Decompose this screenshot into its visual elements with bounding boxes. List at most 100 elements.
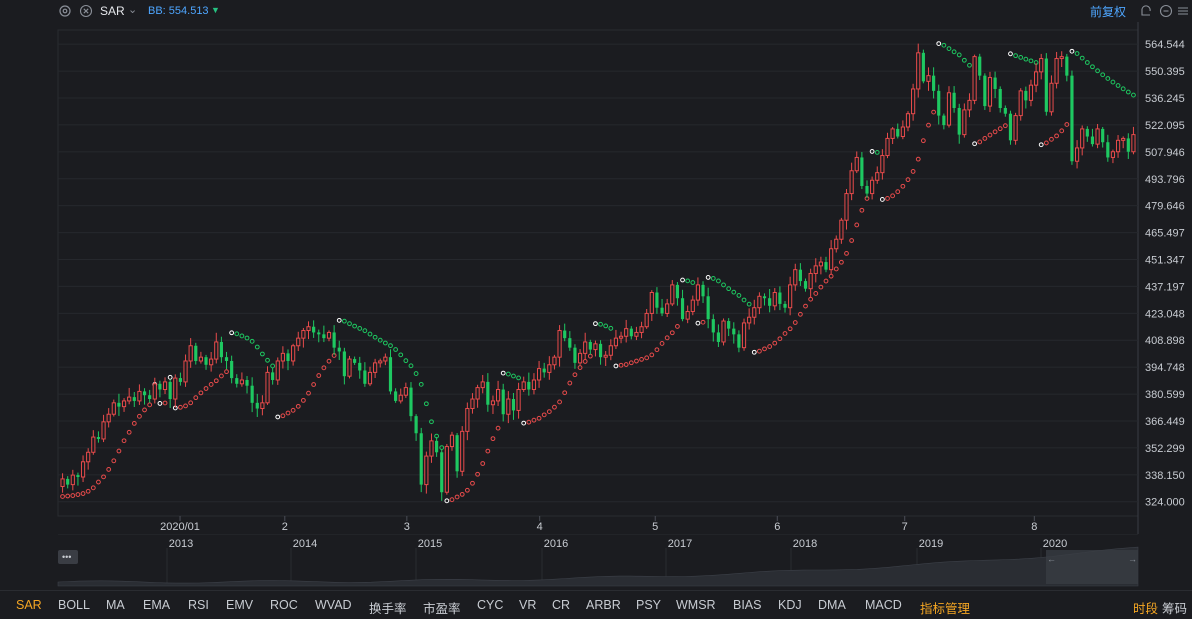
drag-dots-icon: ••• — [62, 552, 71, 562]
candle-down — [573, 347, 577, 363]
menu-icon[interactable] — [1176, 4, 1190, 18]
arrow-left-icon[interactable]: ← — [1047, 554, 1056, 564]
candle-up — [721, 320, 726, 343]
candle-up — [557, 330, 562, 358]
sar-dot — [306, 390, 311, 396]
tab-right-0[interactable]: 时段 — [1133, 602, 1159, 616]
candlestick-chart[interactable]: 564.544 550.395 536.245 522.095 507.946 493.7… — [0, 22, 1192, 534]
tab-cr[interactable]: CR — [552, 598, 571, 612]
sar-dot — [920, 138, 926, 144]
sar-dot — [808, 296, 814, 302]
candle-down — [737, 334, 741, 348]
sar-dot — [746, 301, 752, 307]
candle-down — [978, 56, 982, 76]
sar-dot — [977, 139, 983, 145]
candle-up — [106, 413, 111, 423]
sar-dot — [967, 62, 972, 68]
arrow-right-icon[interactable]: → — [1128, 554, 1137, 564]
candle-up — [962, 109, 967, 136]
tab-wvad[interactable]: WVAD — [315, 598, 352, 612]
candle-up — [890, 128, 895, 139]
candle-down — [655, 292, 659, 308]
sar-dot — [111, 458, 117, 464]
tab-roc[interactable]: ROC — [270, 598, 298, 612]
range-navigator[interactable]: 2013 2014 2015 2016 2017 2018 2019 2020 ••• ← → — [0, 534, 1192, 590]
tab-boll[interactable]: BOLL — [58, 598, 90, 612]
candle-up — [475, 387, 480, 400]
tab-right-1[interactable]: 筹码 — [1162, 602, 1188, 616]
tab-macd[interactable]: MACD — [865, 598, 902, 612]
sar-dot — [546, 409, 552, 415]
candle-up — [577, 352, 583, 364]
sar-dot — [664, 335, 670, 341]
sar-dot — [367, 331, 373, 337]
candle-up — [593, 343, 598, 351]
candle-down — [716, 332, 720, 342]
tab-cyc[interactable]: CYC — [477, 598, 504, 612]
settings-icon[interactable] — [58, 4, 72, 18]
sar-dot — [203, 386, 209, 391]
tab-sar[interactable]: SAR — [16, 598, 42, 612]
tab-换手率[interactable]: 换手率 — [369, 602, 407, 616]
candle-up — [531, 379, 537, 391]
candle-up — [521, 381, 526, 391]
tab-ema[interactable]: EMA — [143, 598, 171, 612]
navigator-year: 2014 — [293, 538, 317, 550]
candle-up — [373, 362, 378, 373]
tab-emv[interactable]: EMV — [226, 598, 254, 612]
navigator-selection[interactable] — [1046, 550, 1138, 584]
tab-指标管理[interactable]: 指标管理 — [920, 602, 971, 616]
undo-icon[interactable] — [1139, 4, 1153, 18]
tab-dma[interactable]: DMA — [818, 598, 846, 612]
tab-市盈率[interactable]: 市盈率 — [423, 602, 461, 616]
sar-dot — [634, 358, 639, 364]
candle-up — [465, 408, 470, 432]
sar-dot — [782, 331, 788, 336]
tab-wmsr[interactable]: WMSR — [676, 598, 716, 612]
sar-dot — [910, 169, 916, 174]
sar-dot — [649, 352, 655, 358]
sar-dot — [459, 491, 465, 497]
candle-down — [419, 433, 423, 485]
candle-up — [987, 77, 993, 107]
candle-up — [137, 390, 142, 402]
candle-up — [1018, 90, 1023, 117]
navigator-year: 2015 — [418, 538, 442, 550]
date-axis: 2020/01 2 3 4 5 6 7 8 — [160, 516, 1037, 533]
plot-frame — [57, 29, 1139, 517]
candle-up — [1095, 128, 1100, 145]
close-icon[interactable] — [79, 4, 93, 18]
sar-dot — [895, 189, 901, 195]
candle-up — [690, 299, 695, 313]
candle-up — [813, 265, 818, 274]
candle-up — [618, 335, 624, 339]
sar-dot — [254, 344, 260, 350]
chevron-down-icon[interactable]: ⌄ — [128, 4, 138, 16]
sar-dot — [341, 318, 347, 324]
candle-down — [778, 292, 782, 304]
sar-dot — [470, 480, 475, 486]
tab-arbr[interactable]: ARBR — [586, 598, 621, 612]
candle-down — [337, 347, 341, 352]
tab-vr[interactable]: VR — [519, 598, 537, 612]
tab-rsi[interactable]: RSI — [188, 598, 209, 612]
candle-down — [711, 319, 715, 333]
tab-ma[interactable]: MA — [106, 598, 125, 612]
x-tick-label: 2020/01 — [160, 521, 200, 533]
navigator-handle-left[interactable] — [58, 550, 78, 564]
candle-up — [536, 368, 542, 381]
candle-up — [275, 360, 280, 381]
tab-kdj[interactable]: KDJ — [778, 598, 802, 612]
indicator-value: BB: 554.513 — [148, 5, 209, 17]
sar-dot — [757, 348, 762, 354]
candle-up — [665, 303, 670, 314]
tab-psy[interactable]: PSY — [636, 598, 662, 612]
minimize-icon[interactable] — [1159, 4, 1173, 18]
price-adjust-button[interactable]: 前复权 — [1090, 5, 1127, 19]
sar-dot — [618, 362, 624, 368]
y-tick-label: 423.048 — [1145, 308, 1185, 320]
candle-up — [880, 155, 885, 174]
tab-bias[interactable]: BIAS — [733, 598, 762, 612]
candle-up — [772, 291, 777, 307]
sar-dot — [444, 498, 450, 504]
